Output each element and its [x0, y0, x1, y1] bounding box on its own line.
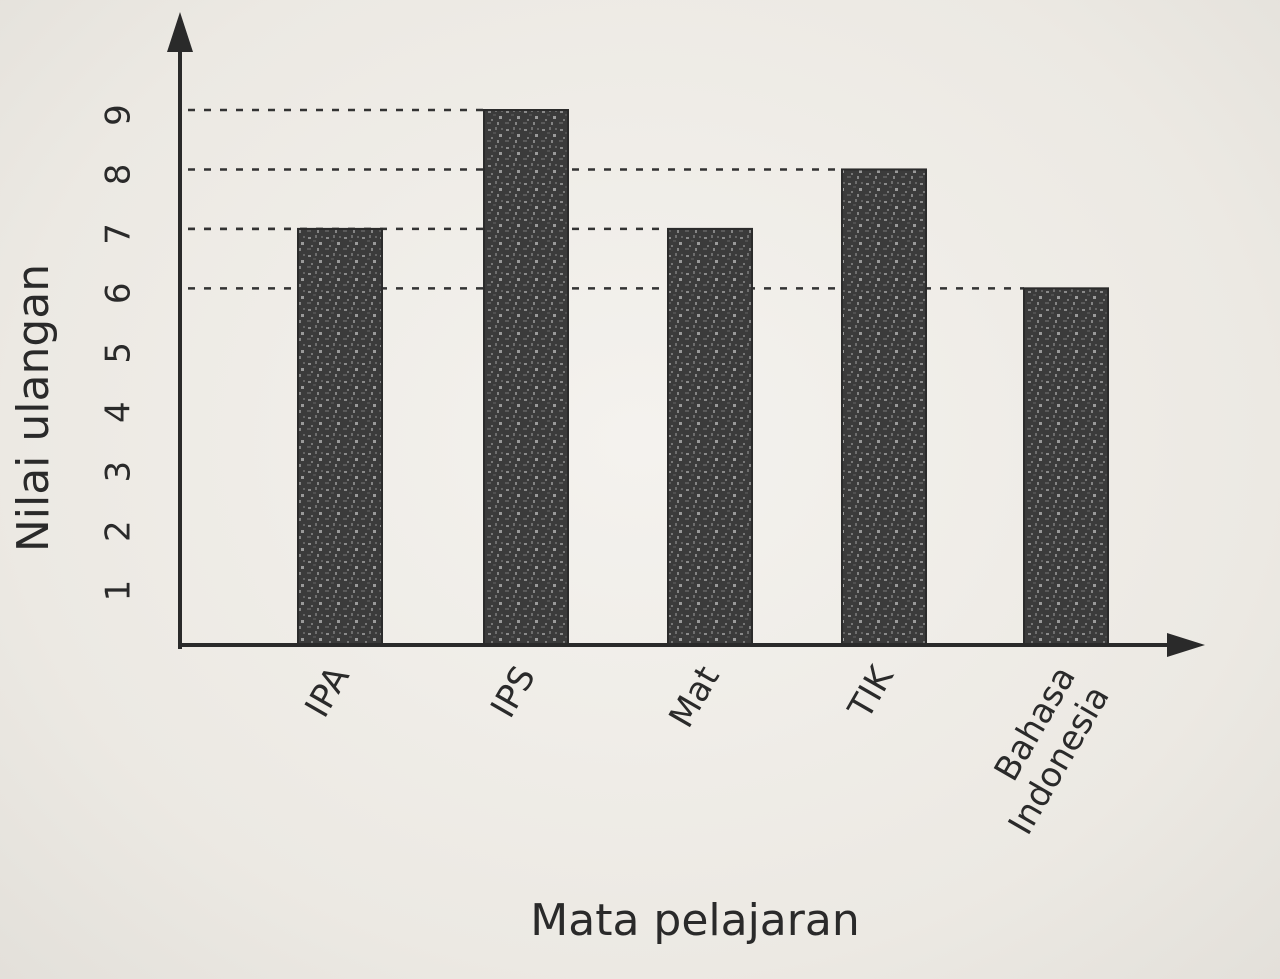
- x-tick-label: IPA: [297, 660, 357, 725]
- y-tick-label: 7: [99, 223, 139, 245]
- bar: [841, 168, 927, 646]
- x-axis-arrow-icon: [1167, 633, 1205, 657]
- y-tick-label: 1: [99, 580, 139, 602]
- x-category-labels: IPA IPS Mat TIK BahasaIndonesia: [297, 658, 1117, 841]
- bar: [667, 227, 753, 646]
- x-tick-label: BahasaIndonesia: [967, 660, 1118, 842]
- bar: [1023, 287, 1109, 646]
- bar: [483, 109, 569, 646]
- y-tick-label: 8: [99, 164, 139, 186]
- y-tick-label: 4: [99, 401, 139, 423]
- x-axis-title: Mata pelajaran: [530, 895, 859, 946]
- y-axis-arrow-icon: [167, 12, 193, 52]
- x-tick-label: IPS: [483, 660, 544, 725]
- y-tick-label: 3: [99, 461, 139, 483]
- y-tick-labels: 1 2 3 4 5 6 7 8 9: [99, 104, 139, 601]
- bar: [297, 227, 383, 646]
- y-tick-label: 6: [99, 283, 139, 305]
- y-tick-label: 9: [99, 104, 139, 126]
- y-tick-label: 2: [99, 520, 139, 542]
- y-tick-label: 5: [99, 342, 139, 364]
- y-axis-title: Nilai ulangan: [8, 264, 59, 552]
- x-tick-label: Mat: [661, 660, 727, 735]
- x-tick-label: TIK: [840, 658, 903, 726]
- bars: [297, 109, 1109, 646]
